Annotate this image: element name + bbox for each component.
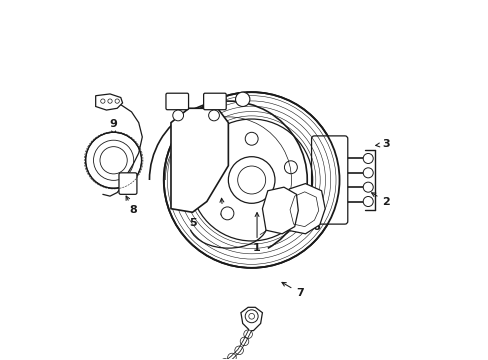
Text: 3: 3 <box>375 139 389 149</box>
Circle shape <box>205 161 219 174</box>
Circle shape <box>115 99 119 103</box>
Circle shape <box>363 182 372 192</box>
Circle shape <box>228 157 274 203</box>
Circle shape <box>244 132 258 145</box>
Polygon shape <box>262 187 298 234</box>
Circle shape <box>221 207 233 220</box>
Text: 7: 7 <box>282 282 304 298</box>
Polygon shape <box>96 94 122 110</box>
Polygon shape <box>171 108 228 212</box>
Circle shape <box>363 197 372 207</box>
Circle shape <box>85 132 142 188</box>
Text: 6: 6 <box>302 213 320 231</box>
Text: 8: 8 <box>126 196 137 216</box>
FancyBboxPatch shape <box>311 136 347 224</box>
Circle shape <box>363 168 372 178</box>
FancyBboxPatch shape <box>165 93 188 110</box>
Polygon shape <box>284 184 325 234</box>
Text: 2: 2 <box>371 193 389 207</box>
Circle shape <box>172 110 183 121</box>
Text: 9: 9 <box>109 120 117 135</box>
Circle shape <box>108 99 112 103</box>
Polygon shape <box>241 307 262 330</box>
FancyBboxPatch shape <box>119 173 137 194</box>
Text: 4: 4 <box>219 198 226 219</box>
Circle shape <box>363 153 372 163</box>
Circle shape <box>237 166 265 194</box>
Circle shape <box>284 161 297 174</box>
Circle shape <box>269 207 282 220</box>
Text: 5: 5 <box>188 206 196 228</box>
Circle shape <box>235 92 249 107</box>
Circle shape <box>163 92 339 268</box>
Circle shape <box>101 99 105 103</box>
FancyBboxPatch shape <box>203 93 226 110</box>
Text: 1: 1 <box>253 213 261 253</box>
Circle shape <box>248 314 254 319</box>
Circle shape <box>208 110 219 121</box>
